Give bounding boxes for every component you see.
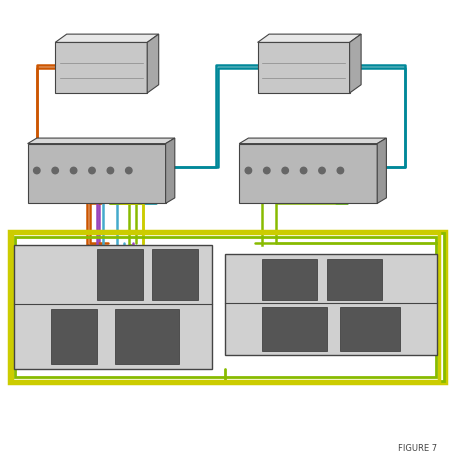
Polygon shape <box>349 35 360 94</box>
Polygon shape <box>326 259 381 300</box>
Circle shape <box>245 168 251 175</box>
Polygon shape <box>55 44 147 94</box>
Polygon shape <box>147 35 158 94</box>
Polygon shape <box>225 255 436 356</box>
Polygon shape <box>165 139 174 204</box>
Circle shape <box>281 168 288 175</box>
Polygon shape <box>340 307 399 351</box>
Polygon shape <box>151 250 197 300</box>
Polygon shape <box>50 309 96 365</box>
Bar <box>15 238 435 377</box>
Polygon shape <box>262 307 326 351</box>
Circle shape <box>300 168 306 175</box>
Circle shape <box>89 168 95 175</box>
Circle shape <box>336 168 343 175</box>
Polygon shape <box>262 259 317 300</box>
Polygon shape <box>55 35 158 44</box>
Circle shape <box>318 168 325 175</box>
Circle shape <box>107 168 113 175</box>
Polygon shape <box>239 144 376 204</box>
Polygon shape <box>257 35 360 44</box>
Polygon shape <box>14 245 211 369</box>
Polygon shape <box>115 309 179 365</box>
Polygon shape <box>239 139 386 144</box>
Circle shape <box>34 168 40 175</box>
Circle shape <box>52 168 58 175</box>
Bar <box>11 234 438 381</box>
Polygon shape <box>28 139 174 144</box>
Text: FIGURE 7: FIGURE 7 <box>397 443 436 452</box>
Polygon shape <box>376 139 386 204</box>
Polygon shape <box>96 250 142 300</box>
Circle shape <box>263 168 269 175</box>
Circle shape <box>125 168 132 175</box>
Polygon shape <box>28 144 165 204</box>
Circle shape <box>70 168 77 175</box>
Polygon shape <box>257 44 349 94</box>
